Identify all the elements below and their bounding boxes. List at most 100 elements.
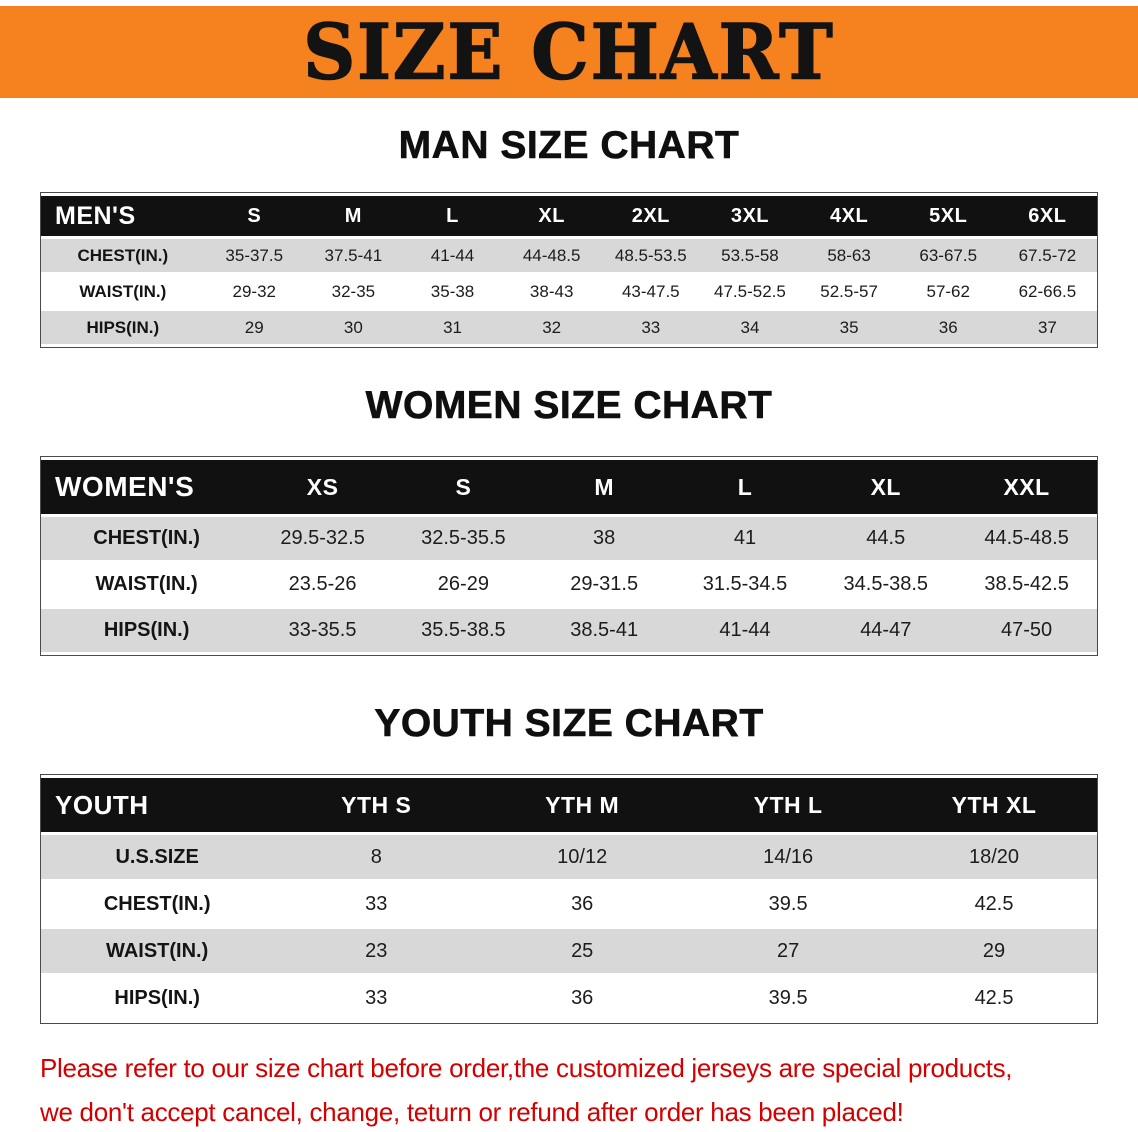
value-cell: 35 [799, 311, 899, 344]
value-cell: 35.5-38.5 [392, 609, 534, 652]
table-row: WAIST(IN.) 29-32 32-35 35-38 38-43 43-47.5 47.… [41, 275, 1097, 308]
table-header-row: WOMEN'S XS S M L XL XXL [41, 460, 1097, 514]
value-cell: 37 [997, 311, 1097, 344]
value-cell: 44.5 [815, 517, 957, 560]
table-row: HIPS(IN.) 33 36 39.5 42.5 [41, 976, 1097, 1020]
column-header: XL [502, 196, 602, 236]
banner: SIZE CHART [0, 6, 1138, 98]
value-cell: 42.5 [891, 976, 1097, 1020]
row-label: U.S.SIZE [41, 835, 274, 879]
value-cell: 44-47 [815, 609, 957, 652]
value-cell: 48.5-53.5 [601, 239, 701, 272]
column-header: S [204, 196, 304, 236]
column-header: XXL [956, 460, 1097, 514]
footer-line-2: we don't accept cancel, change, teturn o… [40, 1097, 904, 1128]
value-cell: 34.5-38.5 [815, 563, 957, 606]
row-label: CHEST(IN.) [41, 517, 253, 560]
table-row: HIPS(IN.) 29 30 31 32 33 34 35 36 37 [41, 311, 1097, 344]
value-cell: 34 [700, 311, 800, 344]
value-cell: 42.5 [891, 882, 1097, 926]
table-row: U.S.SIZE 8 10/12 14/16 18/20 [41, 835, 1097, 879]
men-size-table: MEN'S S M L XL 2XL 3XL 4XL 5XL 6XL CHEST(IN.) 35-37… [40, 192, 1098, 348]
value-cell: 67.5-72 [997, 239, 1097, 272]
value-cell: 38.5-41 [533, 609, 675, 652]
table-row: WAIST(IN.) 23 25 27 29 [41, 929, 1097, 973]
women-size-table: WOMEN'S XS S M L XL XXL CHEST(IN.) 29.5-32.5 32.5… [40, 456, 1098, 656]
value-cell: 36 [479, 882, 686, 926]
value-cell: 38 [533, 517, 675, 560]
value-cell: 44.5-48.5 [956, 517, 1097, 560]
value-cell: 63-67.5 [898, 239, 998, 272]
column-header: XL [815, 460, 957, 514]
value-cell: 35-37.5 [204, 239, 304, 272]
page-title: SIZE CHART [302, 6, 835, 97]
value-cell: 32.5-35.5 [392, 517, 534, 560]
table-row: WAIST(IN.) 23.5-26 26-29 29-31.5 31.5-34.5 34… [41, 563, 1097, 606]
table-row: HIPS(IN.) 33-35.5 35.5-38.5 38.5-41 41-44 44-… [41, 609, 1097, 652]
value-cell: 41-44 [402, 239, 503, 272]
column-header: L [674, 460, 816, 514]
table-row: CHEST(IN.) 35-37.5 37.5-41 41-44 44-48.5 48.5… [41, 239, 1097, 272]
value-cell: 39.5 [685, 976, 892, 1020]
value-cell: 43-47.5 [601, 275, 701, 308]
value-cell: 35-38 [402, 275, 503, 308]
value-cell: 29 [891, 929, 1097, 973]
value-cell: 36 [898, 311, 998, 344]
row-label: WAIST(IN.) [41, 563, 253, 606]
value-cell: 36 [479, 976, 686, 1020]
value-cell: 10/12 [479, 835, 686, 879]
value-cell: 37.5-41 [303, 239, 403, 272]
value-cell: 31.5-34.5 [674, 563, 816, 606]
row-label: CHEST(IN.) [41, 882, 274, 926]
value-cell: 53.5-58 [700, 239, 800, 272]
column-header: YTH XL [891, 778, 1097, 832]
footer-line-1: Please refer to our size chart before or… [40, 1053, 1013, 1083]
value-cell: 31 [402, 311, 503, 344]
size-table: MEN'S S M L XL 2XL 3XL 4XL 5XL 6XL CHEST(IN.) 35-37… [41, 193, 1097, 347]
value-cell: 8 [273, 835, 480, 879]
footer-note: Please refer to our size chart before or… [40, 1046, 1118, 1132]
value-cell: 33 [273, 976, 480, 1020]
women-section-heading: WOMEN SIZE CHART [365, 384, 773, 428]
value-cell: 41-44 [674, 609, 816, 652]
men-section-heading: MAN SIZE CHART [398, 124, 740, 168]
row-label: WAIST(IN.) [41, 275, 205, 308]
column-header: 2XL [601, 196, 701, 236]
table-corner-label: MEN'S [41, 196, 205, 236]
value-cell: 26-29 [392, 563, 534, 606]
size-table: WOMEN'S XS S M L XL XXL CHEST(IN.) 29.5-32.5 32.5… [41, 457, 1097, 655]
row-label: HIPS(IN.) [41, 609, 253, 652]
value-cell: 14/16 [685, 835, 892, 879]
table-row: CHEST(IN.) 33 36 39.5 42.5 [41, 882, 1097, 926]
value-cell: 29-32 [204, 275, 304, 308]
table-row: CHEST(IN.) 29.5-32.5 32.5-35.5 38 41 44.5 44.5… [41, 517, 1097, 560]
value-cell: 18/20 [891, 835, 1097, 879]
row-label: HIPS(IN.) [41, 976, 274, 1020]
value-cell: 23 [273, 929, 480, 973]
value-cell: 33 [273, 882, 480, 926]
value-cell: 33-35.5 [252, 609, 393, 652]
value-cell: 39.5 [685, 882, 892, 926]
value-cell: 44-48.5 [502, 239, 602, 272]
value-cell: 25 [479, 929, 686, 973]
column-header: 4XL [799, 196, 899, 236]
column-header: L [402, 196, 503, 236]
value-cell: 62-66.5 [997, 275, 1097, 308]
value-cell: 32-35 [303, 275, 403, 308]
value-cell: 29.5-32.5 [252, 517, 393, 560]
size-table: YOUTH YTH S YTH M YTH L YTH XL U.S.SIZE 8 10/12… [41, 775, 1097, 1023]
value-cell: 41 [674, 517, 816, 560]
table-header-row: YOUTH YTH S YTH M YTH L YTH XL [41, 778, 1097, 832]
youth-size-table: YOUTH YTH S YTH M YTH L YTH XL U.S.SIZE 8 10/12… [40, 774, 1098, 1024]
youth-section-heading: YOUTH SIZE CHART [374, 702, 764, 746]
value-cell: 38.5-42.5 [956, 563, 1097, 606]
column-header: S [392, 460, 534, 514]
value-cell: 30 [303, 311, 403, 344]
value-cell: 29 [204, 311, 304, 344]
value-cell: 32 [502, 311, 602, 344]
value-cell: 27 [685, 929, 892, 973]
value-cell: 52.5-57 [799, 275, 899, 308]
table-header-row: MEN'S S M L XL 2XL 3XL 4XL 5XL 6XL [41, 196, 1097, 236]
value-cell: 57-62 [898, 275, 998, 308]
